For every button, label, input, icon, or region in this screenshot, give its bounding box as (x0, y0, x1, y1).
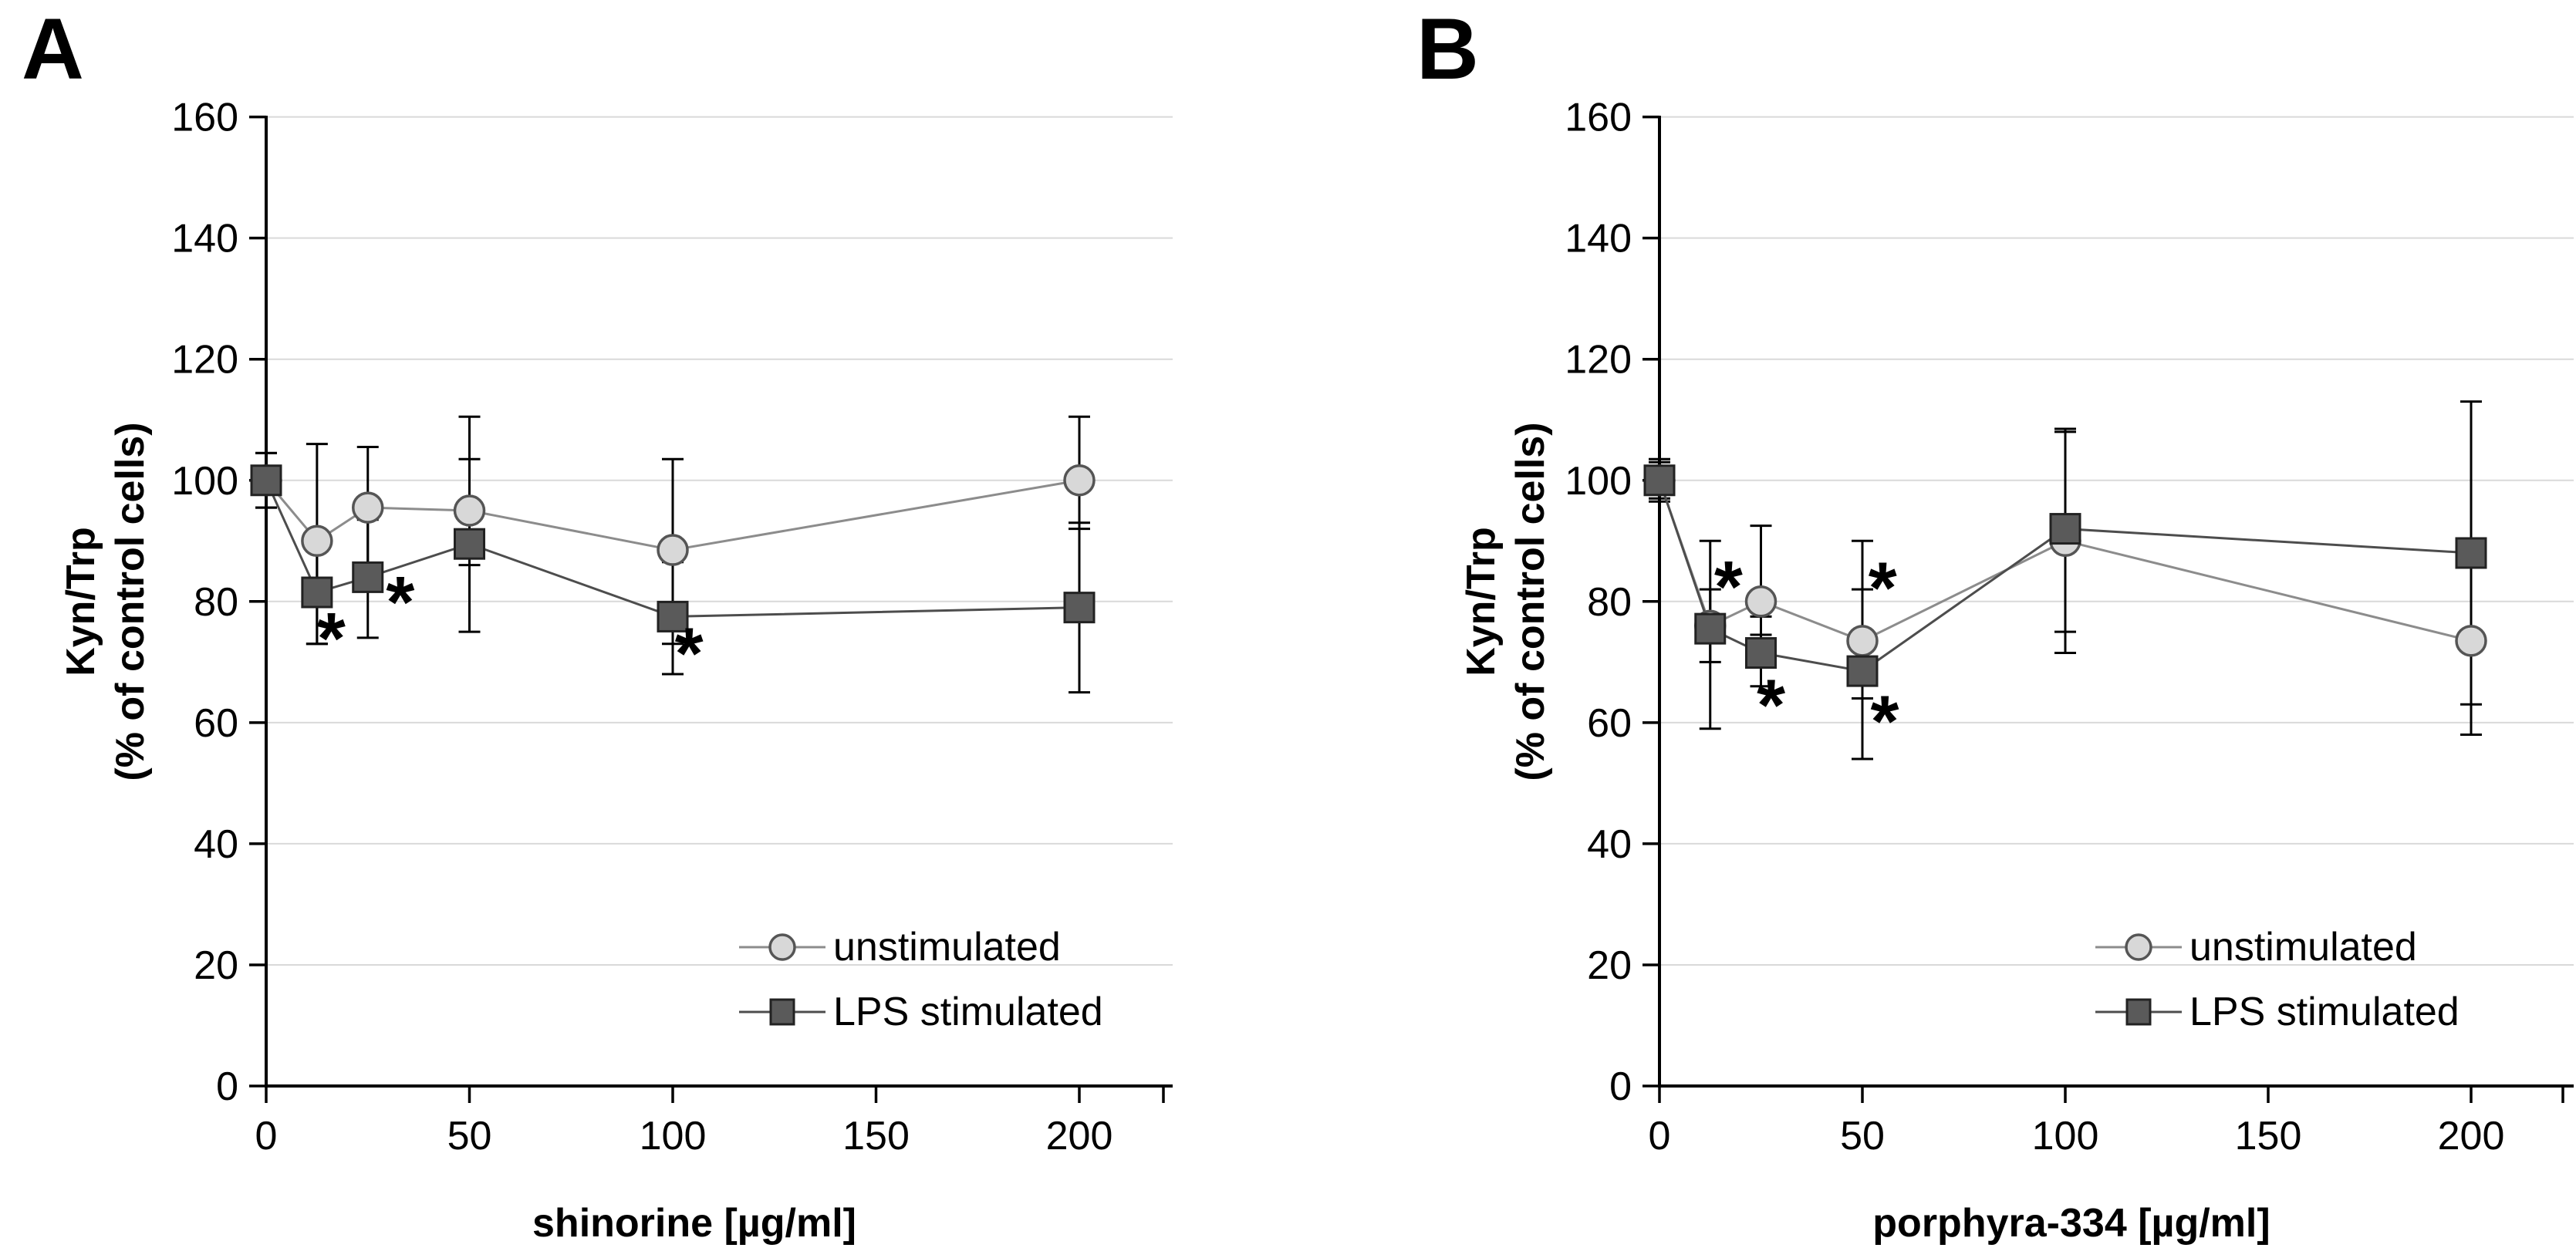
panel-a-marker-circle-x12.5 (301, 524, 333, 558)
panel-b-legend-item-lps: LPS stimulated (2095, 980, 2460, 1044)
panel-a-x-tick-label-100: 100 (640, 1114, 707, 1159)
panel-b-marker-square-x200 (2455, 537, 2487, 569)
panel-a-y-tick-label-20: 20 (194, 943, 238, 988)
panel-b-marker-square-x50 (1846, 655, 1879, 687)
panel-b-x-tick-label-0: 0 (1649, 1114, 1671, 1159)
panel-b-marker-square-x25 (1745, 637, 1777, 669)
panel-b-marker-circle-x200 (2455, 625, 2487, 657)
panel-a-x-tick-label-0: 0 (255, 1114, 278, 1159)
panel-b-marker-square-x100 (2049, 513, 2081, 545)
panel-b-y-tick-label-120: 120 (1565, 338, 1632, 383)
panel-b-significance-asterisk-0: * (1714, 546, 1743, 628)
panel-b-legend-item-unstimulated: unstimulated (2095, 915, 2460, 980)
panel-a-marker-circle-x50 (453, 494, 486, 527)
panel-a-marker-circle-x100 (657, 534, 689, 566)
panel-b-significance-asterisk-2: * (1869, 548, 1897, 629)
panel-a-marker-square-x0 (250, 464, 282, 497)
panel-b-significance-asterisk-3: * (1870, 680, 1899, 762)
panel-a-significance-asterisk-0: * (317, 598, 346, 680)
panel-a-y-tick-label-140: 140 (171, 217, 238, 261)
panel-a-line-LPS-stimulated (265, 480, 1080, 618)
panel-b-x-tick-label-150: 150 (2235, 1114, 2302, 1159)
panel-b-y-tick-label-100: 100 (1565, 459, 1632, 504)
panel-b-y-tick-label-140: 140 (1565, 217, 1632, 261)
panel-b-y-axis-title-line2: (% of control cells) (1508, 422, 1553, 781)
circle-marker-icon (739, 933, 825, 961)
circle-marker-icon (2095, 933, 2182, 961)
panel-a-significance-asterisk-1: * (386, 562, 414, 643)
legend-label-lps-stimulated: LPS stimulated (833, 990, 1103, 1034)
panel-b-y-tick-label-80: 80 (1587, 580, 1632, 625)
square-marker-icon (739, 998, 825, 1026)
panel-a-x-tick-label-150: 150 (842, 1114, 910, 1159)
legend-label-unstimulated: unstimulated (833, 925, 1061, 970)
panel-b-y-axis-title: Kyn/Trp (% of control cells) (1457, 255, 1555, 949)
panel-b-y-tick-label-20: 20 (1587, 943, 1632, 988)
panel-b-marker-circle-x25 (1744, 585, 1778, 618)
panel-b-line-LPS-stimulated (1658, 480, 2472, 673)
panel-a-marker-square-x200 (1063, 592, 1096, 624)
panel-a-y-axis-title-line1: Kyn/Trp (59, 527, 103, 676)
panel-b-marker-square-x0 (1643, 464, 1676, 497)
panel-b-marker-circle-x50 (1846, 625, 1879, 657)
panel-a-marker-square-x100 (657, 600, 689, 632)
panel-b-y-tick-label-40: 40 (1587, 822, 1632, 867)
panel-b-y-tick-label-160: 160 (1565, 96, 1632, 140)
panel-b-y-tick-label-60: 60 (1587, 701, 1632, 746)
panel-a-y-tick-label-160: 160 (171, 96, 238, 140)
panel-b-x-tick-label-200: 200 (2438, 1114, 2505, 1159)
panel-b-legend: unstimulated LPS stimulated (2095, 915, 2460, 1044)
panel-a-marker-square-x12.5 (301, 576, 333, 609)
panel-b-marker-square-x12.5 (1694, 612, 1727, 645)
panel-b-y-axis-title-line1: Kyn/Trp (1459, 527, 1504, 676)
panel-a-y-tick-label-0: 0 (216, 1064, 238, 1109)
panel-b-significance-asterisk-1: * (1757, 664, 1785, 746)
panel-a-x-tick-label-200: 200 (1046, 1114, 1113, 1159)
panel-b-y-tick-label-0: 0 (1609, 1064, 1632, 1109)
panel-a-y-axis-title-line2: (% of control cells) (108, 422, 153, 781)
panel-a-x-tick-label-50: 50 (447, 1114, 492, 1159)
panel-a-y-tick-label-100: 100 (171, 459, 238, 504)
panel-a-y-tick-label-80: 80 (194, 580, 238, 625)
panel-a-x-axis-title: shinorine [µg/ml] (532, 1201, 856, 1246)
panel-a-y-tick-label-40: 40 (194, 822, 238, 867)
panel-a-label: A (22, 1, 84, 97)
panel-b-label: B (1416, 1, 1479, 97)
panel-a-marker-square-x25 (352, 561, 384, 593)
panel-b-x-axis-title: porphyra-334 [µg/ml] (1872, 1201, 2270, 1246)
panel-a-y-axis-title: Kyn/Trp (% of control cells) (56, 255, 155, 949)
panel-a-significance-asterisk-2: * (675, 613, 704, 695)
panel-a-marker-square-x50 (454, 528, 485, 560)
panel-a-marker-circle-x25 (352, 491, 384, 524)
panel-b-x-tick-label-50: 50 (1840, 1114, 1885, 1159)
legend-label-lps-stimulated: LPS stimulated (2189, 990, 2460, 1034)
panel-a-legend-item-lps: LPS stimulated (739, 980, 1103, 1044)
legend-label-unstimulated: unstimulated (2189, 925, 2417, 970)
panel-a-y-tick-label-120: 120 (171, 338, 238, 383)
panel-b-x-tick-label-100: 100 (2032, 1114, 2099, 1159)
panel-a-legend-item-unstimulated: unstimulated (739, 915, 1103, 980)
panel-a-legend: unstimulated LPS stimulated (739, 915, 1103, 1044)
square-marker-icon (2095, 998, 2182, 1026)
panel-a-y-tick-label-60: 60 (194, 701, 238, 746)
panel-a-marker-circle-x200 (1063, 464, 1096, 497)
